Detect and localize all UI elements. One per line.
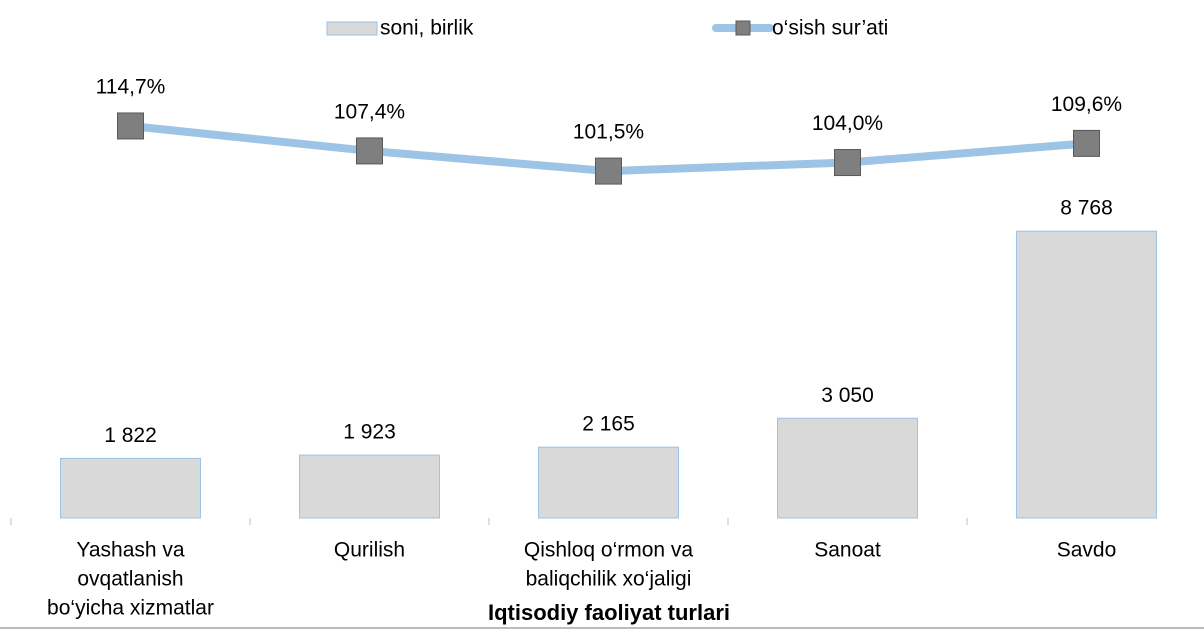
bar: [777, 417, 918, 519]
marker: [117, 112, 144, 140]
data-label: 114,7%: [96, 76, 166, 99]
x-tick-label: Qurilish: [334, 539, 405, 562]
bar: [1016, 230, 1157, 519]
data-label: 104,0%: [812, 112, 883, 135]
x-axis-title: Iqtisodiy faoliyat turlari: [488, 600, 730, 625]
data-label: 1 822: [104, 424, 157, 447]
legend-swatch: [326, 21, 378, 36]
data-label: 109,6%: [1051, 93, 1122, 116]
x-tick-label: Yashash va: [76, 539, 184, 562]
marker: [1073, 129, 1100, 157]
data-label: 8 768: [1060, 197, 1113, 220]
data-label: 2 165: [582, 413, 635, 436]
x-tick-label: bo‘yicha xizmatlar: [47, 597, 214, 620]
bar: [538, 446, 679, 519]
x-tick-label: baliqchilik xo‘jaligi: [526, 568, 692, 591]
x-tick-label: Qishloq o‘rmon va: [524, 539, 694, 562]
bar: [60, 457, 201, 519]
data-label: 1 923: [343, 421, 396, 444]
marker: [834, 149, 861, 177]
legend-label: soni, birlik: [380, 17, 474, 40]
data-label: 3 050: [821, 384, 874, 407]
x-tick-label: Savdo: [1057, 539, 1117, 562]
legend-label: o‘sish sur’ati: [772, 17, 888, 40]
data-label: 107,4%: [334, 100, 405, 123]
bar: [299, 454, 440, 519]
marker: [356, 137, 383, 165]
legend-marker: [735, 20, 751, 36]
x-tick-label: Sanoat: [814, 539, 881, 562]
data-label: 101,5%: [573, 121, 644, 144]
marker: [595, 157, 622, 185]
x-tick-label: ovqatlanish: [77, 568, 183, 591]
